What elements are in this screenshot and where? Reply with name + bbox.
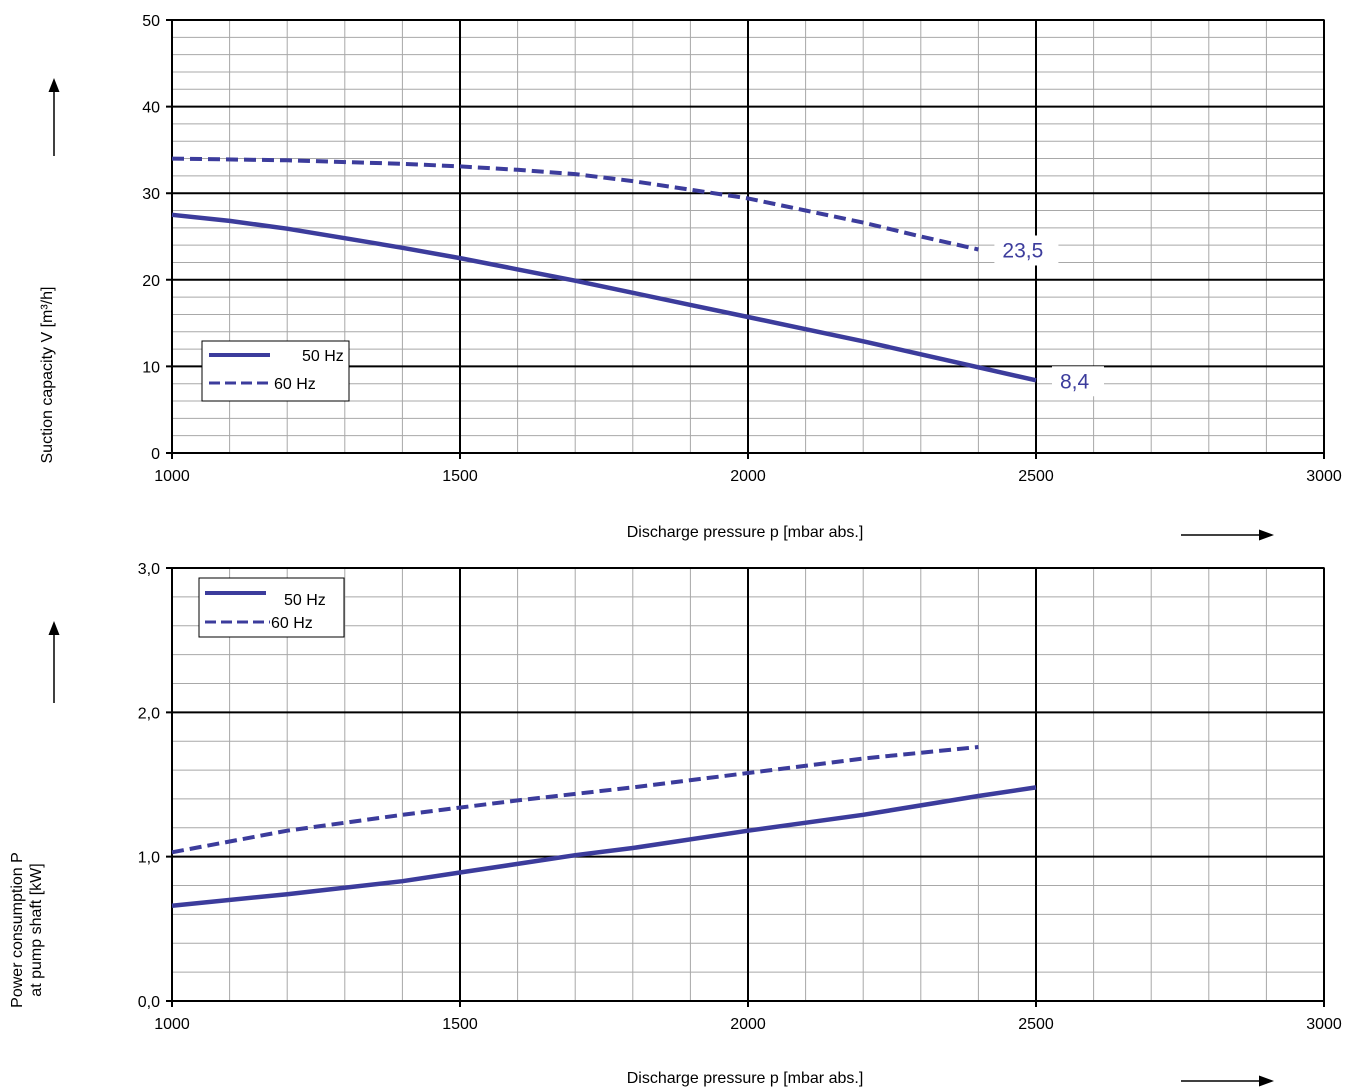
x-tick-label: 1000: [154, 468, 190, 485]
x-direction-arrow: [1181, 1075, 1274, 1087]
x-tick-label: 2000: [730, 1016, 766, 1033]
y-direction-arrow: [48, 621, 60, 703]
legend-box: [201, 340, 350, 402]
x-tick-label: 2500: [1018, 1016, 1054, 1033]
y-tick-label: 50: [142, 13, 160, 30]
end-value-label: 23,5: [1002, 239, 1043, 262]
x-tick-label: 1500: [442, 468, 478, 485]
y-tick-label: 40: [142, 100, 160, 117]
legend-label-60hz: 60 Hz: [274, 376, 316, 393]
y-tick-label: 0: [151, 446, 160, 463]
y-tick-label: 2,0: [138, 705, 160, 722]
x-tick-label: 3000: [1306, 468, 1342, 485]
y-tick-label: 20: [142, 273, 160, 290]
y-axis-title: Suction capacity V [m³/h]: [39, 287, 56, 464]
y-tick-labels: 0,0 1,0 2,0 3,0: [138, 561, 160, 1011]
series-line-60hz: [171, 156, 979, 252]
series-line-50hz: [171, 212, 1037, 383]
end-value-label-background: [1052, 366, 1104, 397]
x-direction-arrow: [1181, 529, 1274, 541]
legend: 50 Hz 60 Hz: [198, 577, 345, 638]
x-axis-title: Discharge pressure p [mbar abs.]: [627, 524, 864, 541]
x-tick-label: 3000: [1306, 1016, 1342, 1033]
y-tick-label: 0,0: [138, 994, 160, 1011]
y-tick-label: 30: [142, 186, 160, 203]
legend-label-50hz: 50 Hz: [284, 592, 326, 609]
series-lines: [171, 156, 1037, 383]
end-value-labels: 23,5 8,4: [994, 235, 1104, 397]
series-line-50hz: [171, 785, 1037, 908]
end-value-label: 8,4: [1060, 370, 1090, 393]
legend-label-60hz: 60 Hz: [271, 615, 313, 632]
y-tick-label: 3,0: [138, 561, 160, 578]
end-value-label-background: [994, 235, 1059, 266]
power-consumption-chart: 0,0 1,0 2,0 3,0 1000 1500 2000 2500 3000 Discha…: [9, 561, 1342, 1087]
x-tick-labels: 1000 1500 2000 2500 3000: [154, 468, 1342, 485]
x-tick-label: 2500: [1018, 468, 1054, 485]
series-line-60hz: [171, 745, 979, 855]
x-axis-title: Discharge pressure p [mbar abs.]: [627, 1070, 864, 1087]
y-axis-title-line-1: Power consumption P: [9, 852, 26, 1008]
x-tick-label: 1000: [154, 1016, 190, 1033]
x-tick-labels: 1000 1500 2000 2500 3000: [154, 1016, 1342, 1033]
suction-capacity-chart: 0 10 20 30 40 50 1000 1500 2000 2500 3000 23,5 8,4…: [39, 13, 1342, 541]
y-tick-label: 10: [142, 359, 160, 376]
y-tick-labels: 0 10 20 30 40 50: [142, 13, 160, 463]
plot-frame: [171, 567, 1325, 1002]
y-direction-arrow: [48, 78, 60, 156]
x-tick-label: 2000: [730, 468, 766, 485]
plot-frame: [171, 19, 1325, 454]
y-tick-label: 1,0: [138, 850, 160, 867]
y-axis-title-line-2: at pump shaft [kW]: [28, 863, 45, 996]
legend-box: [198, 577, 345, 638]
series-lines: [171, 745, 1037, 908]
x-tick-label: 1500: [442, 1016, 478, 1033]
legend-label-50hz: 50 Hz: [302, 348, 344, 365]
legend: 50 Hz 60 Hz: [201, 340, 350, 402]
